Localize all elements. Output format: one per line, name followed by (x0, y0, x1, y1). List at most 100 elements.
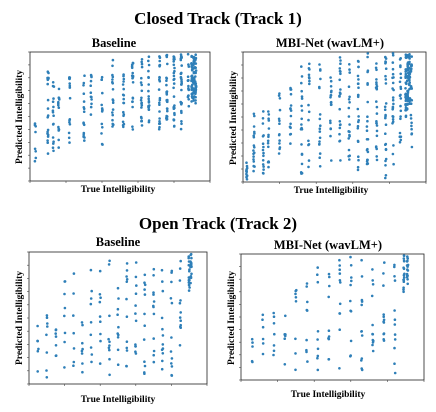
data-point (408, 54, 412, 58)
data-point (375, 122, 378, 125)
data-point (81, 323, 84, 327)
data-point (186, 52, 190, 56)
data-point (384, 82, 388, 85)
data-point (158, 125, 161, 129)
data-point (52, 105, 55, 109)
data-point (72, 314, 75, 317)
data-point (134, 350, 137, 354)
data-point (338, 328, 342, 332)
data-point (399, 64, 402, 67)
data-point (370, 294, 374, 298)
data-point (348, 95, 351, 99)
data-point (375, 81, 378, 84)
data-point (406, 89, 410, 93)
data-point (295, 288, 298, 292)
data-point (410, 127, 413, 131)
data-point (399, 76, 403, 80)
data-point (194, 99, 197, 102)
data-point (316, 356, 319, 360)
data-point (179, 72, 183, 76)
data-point (89, 321, 93, 324)
data-point (116, 348, 120, 352)
data-point (288, 125, 292, 129)
data-point (45, 376, 49, 379)
chart-closed-mbi-net: MBI-Net (wavLM+) True Intelligibility Pr… (229, 36, 427, 196)
data-point (152, 337, 155, 340)
data-point (125, 297, 128, 301)
data-point (152, 360, 156, 364)
data-point (294, 292, 297, 296)
data-point (172, 63, 176, 67)
data-point (194, 95, 197, 99)
data-point (318, 156, 322, 159)
data-point (117, 297, 120, 300)
data-point (375, 147, 379, 151)
data-point (165, 100, 169, 103)
data-point (89, 113, 93, 116)
data-point (384, 123, 388, 126)
data-point (402, 254, 406, 257)
data-point (405, 94, 409, 98)
data-point (165, 83, 168, 87)
data-point (165, 117, 169, 121)
data-point (384, 164, 387, 167)
data-point (173, 58, 176, 61)
data-point (371, 283, 375, 286)
data-point (360, 275, 364, 278)
data-point (33, 159, 37, 163)
data-point (349, 339, 353, 343)
data-point (108, 259, 111, 263)
data-point (399, 135, 403, 138)
data-point (72, 331, 75, 335)
data-point (83, 139, 86, 142)
data-point (308, 62, 311, 66)
data-point (300, 75, 304, 78)
data-point (391, 120, 395, 123)
data-point (339, 72, 342, 76)
data-point (98, 362, 102, 365)
data-point (366, 70, 369, 74)
data-point (180, 83, 183, 86)
data-point (252, 169, 255, 173)
data-point (190, 95, 194, 98)
data-point (405, 82, 408, 86)
data-point (330, 159, 333, 162)
data-point (339, 62, 342, 65)
data-point (307, 143, 310, 147)
data-point (82, 106, 86, 109)
data-point (117, 333, 120, 337)
data-point (261, 122, 265, 125)
data-point (252, 149, 255, 152)
data-point (166, 62, 169, 66)
data-point (83, 74, 86, 77)
data-point (152, 305, 155, 309)
data-point (147, 89, 150, 93)
data-point (51, 146, 55, 149)
data-point (134, 312, 137, 315)
data-point (54, 335, 58, 338)
data-point (187, 63, 190, 66)
data-point (178, 301, 182, 305)
data-point (186, 79, 190, 82)
data-point (67, 136, 71, 140)
data-point (305, 338, 308, 342)
data-point (382, 272, 385, 275)
data-point (173, 66, 176, 70)
data-point (283, 337, 287, 341)
data-point (179, 100, 182, 104)
data-point (316, 338, 319, 341)
chart-closed-baseline: Baseline True Intelligibility Predicted … (15, 36, 211, 195)
data-point (34, 130, 37, 134)
data-point (277, 117, 281, 121)
data-point (63, 306, 67, 310)
data-point (125, 340, 129, 344)
data-point (170, 373, 173, 377)
data-point (89, 346, 93, 349)
data-point (375, 112, 379, 115)
data-point (300, 97, 304, 100)
data-point (89, 105, 93, 109)
data-point (111, 64, 114, 68)
data-point (147, 97, 150, 101)
data-point (384, 67, 388, 70)
data-point (194, 69, 198, 72)
